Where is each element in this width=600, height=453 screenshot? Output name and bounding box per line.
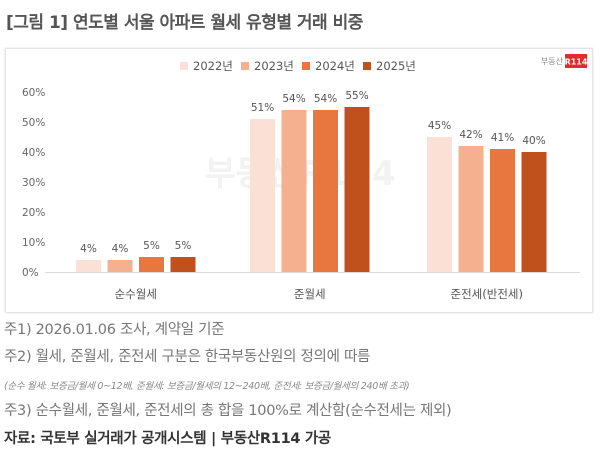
logo-badge (565, 54, 587, 68)
legend-label: 2022년 (193, 59, 233, 73)
legend-label: 2025년 (376, 59, 416, 73)
note-3: 주3) 순수월세, 준월세, 준전세의 총 합을 100%로 계산함(순수전세는… (4, 403, 452, 419)
legend-swatch (180, 62, 188, 70)
bar-chart: 부동산R114부동산R1142022년2023년2024년2025년0%10%2… (22, 54, 588, 301)
data-label: 55% (345, 90, 368, 102)
bar (490, 149, 515, 272)
data-label: 54% (314, 93, 337, 105)
data-label: 54% (282, 93, 305, 105)
bar (344, 107, 370, 272)
legend-swatch (241, 62, 249, 70)
y-tick-label: 30% (22, 177, 45, 189)
legend-label: 2024년 (315, 59, 355, 73)
data-label: 42% (459, 129, 482, 141)
bar (313, 110, 338, 272)
category-label: 준월세 (294, 287, 326, 301)
bar (281, 110, 307, 272)
data-label: 4% (112, 243, 129, 255)
legend-swatch (302, 62, 310, 70)
y-tick-label: 10% (22, 237, 45, 249)
bar (107, 260, 133, 272)
data-label: 4% (80, 243, 97, 255)
y-tick-label: 60% (22, 87, 45, 99)
y-tick-label: 40% (22, 147, 45, 159)
data-label: 40% (522, 135, 545, 147)
logo-text: 부동산 (541, 56, 564, 66)
y-tick-label: 50% (22, 117, 45, 129)
y-tick-label: 0% (22, 267, 39, 279)
data-label: 41% (491, 132, 514, 144)
bar (170, 257, 196, 272)
legend-swatch (363, 62, 371, 70)
figure-title: [그림 1] 연도별 서울 아파트 월세 유형별 거래 비중 (6, 13, 363, 33)
bar (458, 146, 484, 272)
bar (139, 257, 164, 272)
source-line: 자료: 국토부 실거래가 공개시스템 | 부동산R114 가공 (4, 431, 331, 447)
data-label: 5% (175, 240, 192, 252)
note-1: 주1) 2026.01.06 조사, 계약일 기준 (4, 322, 225, 338)
y-tick-label: 20% (22, 207, 45, 219)
data-label: 45% (428, 120, 451, 132)
bar (521, 152, 547, 272)
bar (250, 119, 275, 272)
data-label: 51% (251, 102, 274, 114)
bar (427, 137, 452, 272)
note-2: 주2) 월세, 준월세, 준전세 구분은 한국부동산원의 정의에 따름 (4, 349, 371, 365)
legend-label: 2023년 (254, 59, 294, 73)
category-label: 순수월세 (115, 287, 157, 301)
bar (76, 260, 101, 272)
logo-badge-text: R114 (565, 58, 588, 67)
data-label: 5% (143, 240, 160, 252)
chart-frame (5, 48, 593, 313)
category-label: 준전세(반전세) (451, 287, 523, 301)
note-2-detail: (순수 월세: 보증금/월세 0~12배, 준월세: 보증금/월세의 12~24… (4, 381, 410, 392)
